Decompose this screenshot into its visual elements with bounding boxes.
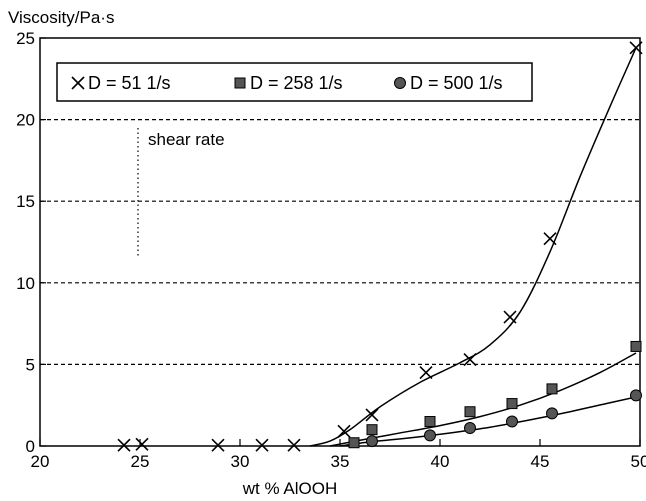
data-point-series-1	[337, 424, 351, 438]
data-point-series-3	[630, 389, 642, 402]
data-point-series-2	[464, 406, 476, 418]
data-point-series-1	[543, 232, 557, 246]
data-point-series-2	[366, 424, 378, 436]
data-point-series-1-stroke	[287, 438, 301, 452]
data-point-series-2	[424, 416, 436, 428]
legend-label-1: D = 51 1/s	[88, 73, 171, 93]
legend-label-3: D = 500 1/s	[410, 73, 503, 93]
data-point-series-1-stroke	[543, 232, 557, 246]
data-point-series-1-stroke	[503, 310, 517, 324]
data-point-series-1	[503, 310, 517, 324]
data-point-series-1	[117, 438, 131, 452]
data-point-series-3	[366, 435, 378, 448]
data-markers	[117, 41, 643, 452]
y-tick-label: 20	[16, 111, 35, 130]
data-point-series-2	[348, 437, 360, 449]
fit-curve-series-3	[339, 396, 637, 447]
fit-curve-series-1	[309, 47, 637, 447]
data-point-series-1-stroke	[365, 408, 379, 422]
shear-rate-annotation: shear rate	[137, 128, 225, 258]
data-point-series-1	[211, 438, 225, 452]
legend-box	[56, 62, 533, 102]
legend-marker-1	[71, 76, 85, 90]
x-tick-label: 45	[531, 452, 550, 471]
x-tick-label: 30	[231, 452, 250, 471]
data-point-series-1	[255, 438, 269, 452]
data-point-series-1	[135, 437, 149, 451]
legend-label-2: D = 258 1/s	[250, 73, 343, 93]
data-point-series-1-stroke	[463, 352, 477, 367]
x-tick-label: 35	[331, 452, 350, 471]
data-point-series-2	[546, 383, 558, 395]
axis-ticks: 0 5 10 15 20 25 20 25 30 35 40 45 50	[16, 29, 646, 471]
y-tick-label: 25	[16, 29, 35, 48]
x-tick-label: 40	[431, 452, 450, 471]
y-tick-label: 15	[16, 192, 35, 211]
x-tick-label: 20	[31, 452, 50, 471]
y-tick-label: 5	[26, 355, 35, 374]
data-point-series-3	[464, 422, 476, 435]
data-point-series-1-stroke	[629, 41, 643, 55]
y-tick-label: 10	[16, 274, 35, 293]
gridlines	[40, 118, 640, 365]
legend-marker-3	[394, 77, 406, 89]
data-point-series-1-stroke	[255, 438, 269, 452]
data-point-series-1-stroke	[211, 438, 225, 452]
data-point-series-1	[365, 408, 379, 422]
data-point-series-1	[287, 438, 301, 452]
legend-marker-1-stroke	[71, 76, 85, 90]
data-point-series-1	[419, 365, 433, 380]
x-axis-title: wt % AlOOH	[242, 479, 337, 498]
fit-curves	[309, 47, 637, 447]
data-point-series-3	[506, 415, 518, 428]
data-point-series-1	[463, 352, 477, 367]
y-tick-label: 0	[26, 437, 35, 456]
data-point-series-1	[629, 41, 643, 55]
data-point-series-3	[424, 429, 436, 442]
x-tick-label: 25	[131, 452, 150, 471]
data-point-series-2	[506, 398, 518, 410]
x-tick-label: 50	[631, 452, 646, 471]
legend-marker-2	[234, 77, 246, 89]
y-axis-title: Viscosity/Pa·s	[8, 8, 114, 27]
data-point-series-1-stroke	[337, 424, 351, 438]
data-point-series-3	[546, 407, 558, 420]
data-point-series-1-stroke	[419, 365, 433, 380]
data-point-series-2	[630, 340, 642, 352]
data-point-series-1-stroke	[135, 437, 149, 451]
legend: D = 51 1/s D = 258 1/s D = 500 1/s	[56, 62, 533, 102]
data-point-series-1-stroke	[117, 438, 131, 452]
shear-rate-label: shear rate	[148, 130, 225, 149]
